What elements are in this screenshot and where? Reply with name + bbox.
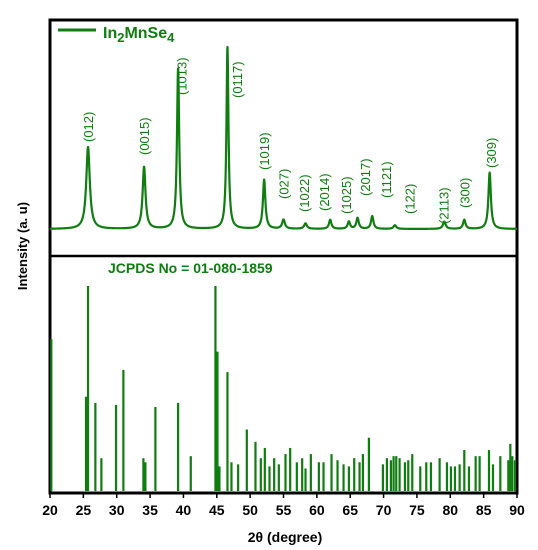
reference-bars	[50, 286, 517, 491]
x-tick-label: 50	[242, 502, 258, 518]
x-tick-label: 85	[476, 502, 492, 518]
x-tick-label: 25	[76, 502, 92, 518]
x-tick-label: 80	[442, 502, 458, 518]
peak-label: (1022)	[297, 174, 312, 212]
x-tick-label: 60	[309, 502, 325, 518]
legend-label: In2MnSe4	[103, 25, 175, 45]
peak-label: (1019)	[257, 132, 272, 170]
peak-labels: (012) (0015) (1013) (0117) (1019) (027) (1022)…	[81, 57, 499, 224]
x-tick-label: 45	[209, 502, 225, 518]
x-axis-label: 2θ (degree)	[248, 529, 322, 545]
jcpds-label: JCPDS No = 01-080-1859	[108, 260, 273, 276]
peak-label: (1121)	[379, 161, 394, 198]
legend-main: In	[103, 25, 117, 42]
peak-label: (1013)	[174, 57, 189, 95]
peak-label: (309)	[484, 138, 499, 168]
peak-label: (2017)	[358, 158, 373, 196]
xrd-pattern-line	[49, 45, 518, 230]
y-axis-label: Intensity (a. u)	[15, 202, 30, 290]
peak-label: (2014)	[317, 173, 332, 211]
x-axis-ticks: 20 25 30 35 40 45 50 55 60 65 70 75 80 85 90	[42, 493, 525, 518]
legend: In2MnSe4	[58, 25, 175, 45]
peak-label: (122)	[403, 184, 418, 214]
peak-label: (012)	[81, 112, 96, 142]
peak-label: (027)	[277, 169, 292, 199]
x-tick-label: 90	[509, 502, 525, 518]
x-tick-label: 65	[342, 502, 358, 518]
peak-label: (0117)	[230, 61, 245, 98]
peak-label: (0015)	[137, 117, 152, 155]
x-tick-label: 75	[409, 502, 425, 518]
peak-label: (2113)	[437, 187, 452, 224]
legend-subscript-2: 4	[167, 30, 175, 45]
peak-label: (300)	[457, 178, 472, 208]
legend-mid: MnSe	[124, 25, 167, 42]
peak-label: (1025)	[339, 176, 354, 214]
x-tick-label: 20	[42, 502, 58, 518]
x-tick-label: 55	[276, 502, 292, 518]
bottom-panel: JCPDS No = 01-080-1859	[50, 260, 517, 491]
legend-subscript-1: 2	[117, 30, 124, 45]
x-tick-label: 70	[376, 502, 392, 518]
x-tick-label: 30	[109, 502, 125, 518]
top-panel: (012) (0015) (1013) (0117) (1019) (027) (1022)…	[49, 25, 518, 230]
x-tick-label: 40	[176, 502, 192, 518]
x-tick-label: 35	[142, 502, 158, 518]
